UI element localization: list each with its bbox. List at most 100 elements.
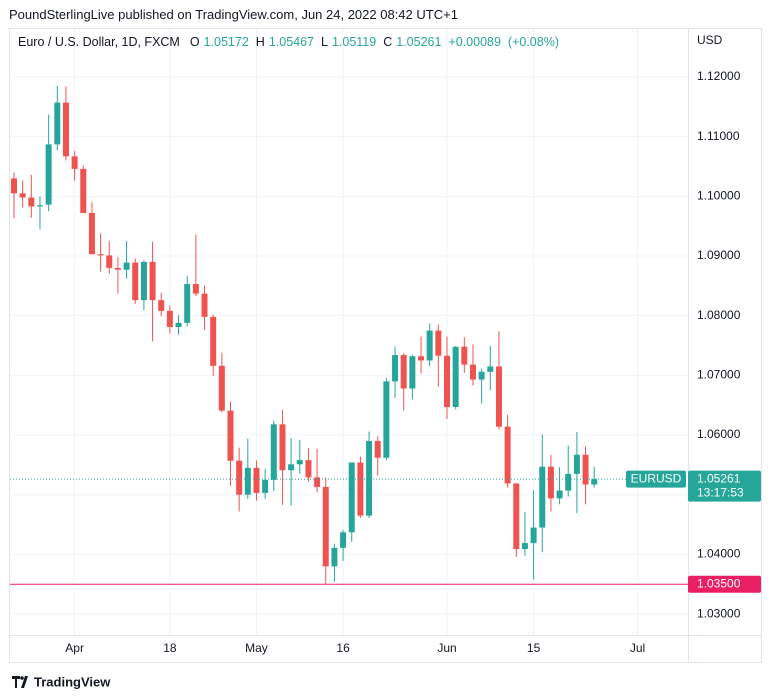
candle-body bbox=[227, 410, 234, 461]
candle-body bbox=[314, 477, 321, 487]
candle-body bbox=[539, 466, 546, 528]
candle-body bbox=[36, 205, 43, 207]
level-label: 1.03500 bbox=[697, 576, 741, 590]
candle-body bbox=[348, 462, 355, 533]
candle-body bbox=[444, 355, 450, 408]
candle-body bbox=[392, 355, 399, 382]
x-tick-label: 15 bbox=[527, 641, 541, 655]
candle-body bbox=[591, 479, 598, 485]
candle-body bbox=[340, 532, 347, 548]
y-tick-label: 1.03000 bbox=[697, 606, 741, 620]
low-value: 1.05119 bbox=[331, 35, 377, 49]
y-tick-label: 1.11000 bbox=[697, 129, 740, 143]
brand: TradingView bbox=[34, 674, 111, 689]
y-tick-label: 1.06000 bbox=[697, 427, 741, 441]
header: PoundSterlingLive published on TradingVi… bbox=[9, 7, 458, 22]
candle-body bbox=[236, 460, 243, 495]
candle-body bbox=[573, 454, 580, 474]
grid bbox=[10, 29, 688, 635]
candle-body bbox=[149, 261, 156, 301]
x-tick-label: 16 bbox=[336, 641, 350, 655]
candle-body bbox=[88, 213, 95, 255]
frame bbox=[9, 28, 762, 663]
candle-body bbox=[513, 483, 520, 550]
candle-body bbox=[461, 346, 468, 365]
y-tick-label: 1.10000 bbox=[697, 188, 741, 202]
candle-body bbox=[19, 193, 26, 198]
candle-body bbox=[322, 486, 329, 567]
candle-body bbox=[357, 462, 364, 516]
candle-body bbox=[409, 356, 416, 389]
y-tick-label: 1.07000 bbox=[697, 368, 741, 382]
candle-body bbox=[530, 527, 537, 544]
candle-body bbox=[452, 346, 459, 408]
candle-body bbox=[71, 156, 78, 169]
symbol-tag: EURUSD bbox=[631, 471, 682, 485]
candle-body bbox=[106, 255, 113, 268]
candle-body bbox=[469, 364, 476, 380]
candle-body bbox=[270, 424, 277, 480]
candle-body bbox=[210, 316, 217, 366]
h-letter: H bbox=[255, 35, 265, 49]
candle-body bbox=[184, 284, 191, 323]
candle-body bbox=[175, 322, 182, 328]
candle-body bbox=[11, 178, 17, 194]
close-value: 1.05261 bbox=[396, 35, 442, 49]
c-letter: C bbox=[383, 35, 393, 49]
candle-body bbox=[201, 293, 208, 317]
x-tick-label: May bbox=[245, 641, 268, 655]
currency: USD bbox=[697, 33, 723, 47]
candle-body bbox=[166, 310, 173, 328]
y-tick-label: 1.08000 bbox=[697, 308, 741, 322]
candle-body bbox=[582, 454, 589, 485]
candle-body bbox=[418, 356, 425, 361]
candle-body bbox=[296, 460, 303, 465]
symbol-tag-bg bbox=[626, 470, 686, 488]
x-tick-label: Jul bbox=[630, 641, 645, 655]
candle-body bbox=[132, 262, 139, 301]
candle-body bbox=[504, 426, 511, 484]
candle-body bbox=[366, 441, 373, 516]
candle-body bbox=[374, 441, 381, 458]
candle-body bbox=[45, 144, 52, 205]
tv-logo bbox=[12, 676, 28, 688]
y-tick-label: 1.12000 bbox=[697, 69, 741, 83]
candle-body bbox=[253, 467, 260, 493]
candle-body bbox=[435, 330, 442, 356]
candle-body bbox=[487, 366, 494, 372]
candle-body bbox=[140, 261, 147, 301]
candle-body bbox=[192, 284, 199, 294]
candle-body bbox=[218, 365, 225, 411]
candle-body bbox=[521, 543, 528, 550]
open-value: 1.05172 bbox=[203, 35, 249, 49]
y-tick-label: 1.09000 bbox=[697, 248, 741, 262]
candle-body bbox=[123, 262, 130, 270]
candle-body bbox=[114, 267, 121, 270]
candle-body bbox=[331, 547, 338, 567]
y-tick-label: 1.04000 bbox=[697, 547, 741, 561]
o-letter: O bbox=[189, 35, 200, 49]
candle-body bbox=[400, 355, 407, 389]
change-pct: (+0.08%) bbox=[507, 35, 559, 49]
candle-body bbox=[565, 473, 572, 491]
candle-body bbox=[28, 197, 35, 207]
candle-body bbox=[305, 460, 312, 478]
candle-body bbox=[244, 467, 251, 495]
x-tick-label: Apr bbox=[65, 641, 84, 655]
candle-body bbox=[80, 168, 87, 214]
candle-body bbox=[279, 424, 286, 471]
x-tick-label: 18 bbox=[163, 641, 177, 655]
candle-body bbox=[54, 102, 61, 145]
high-value: 1.05467 bbox=[268, 35, 314, 49]
candle-body bbox=[547, 466, 554, 499]
candle-body bbox=[262, 479, 269, 493]
candle-body bbox=[383, 381, 390, 458]
candle-body bbox=[97, 254, 104, 256]
x-tick-label: Jun bbox=[437, 641, 456, 655]
candle-body bbox=[495, 366, 502, 427]
candle-body bbox=[288, 464, 295, 471]
candle-body bbox=[556, 490, 563, 499]
